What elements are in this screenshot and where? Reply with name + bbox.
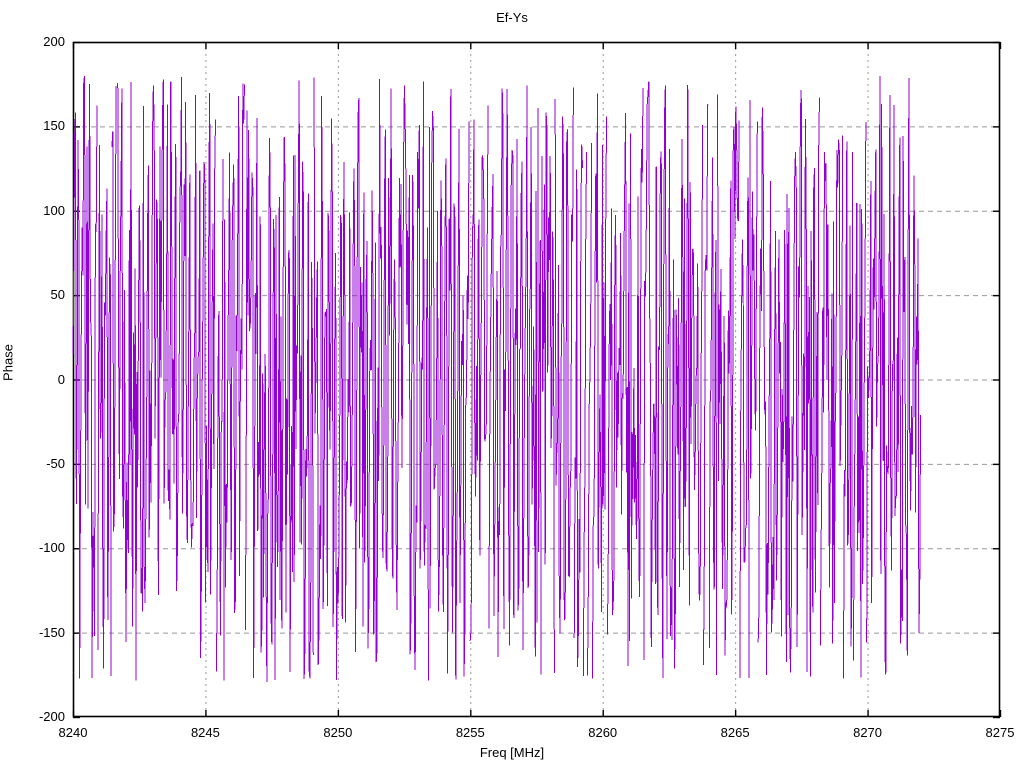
x-tick-label: 8250 xyxy=(323,725,353,740)
chart-title: Ef-Ys xyxy=(496,10,528,25)
data-series-ef-ys xyxy=(72,75,922,683)
x-tick-label: 8245 xyxy=(190,725,220,740)
y-tick-label: -50 xyxy=(46,455,65,471)
phase-trace xyxy=(72,75,922,683)
x-tick-label: 8260 xyxy=(588,725,618,740)
x-tick-label: 8275 xyxy=(985,725,1015,740)
plot-frame xyxy=(72,41,1001,718)
y-tick-label: -200 xyxy=(38,709,65,724)
y-tick-label: -100 xyxy=(38,540,65,556)
x-tick-label: 8255 xyxy=(455,725,485,740)
y-tick-label: 150 xyxy=(43,118,65,134)
x-tick-label: 8270 xyxy=(853,725,883,740)
y-tick-label: -150 xyxy=(38,624,65,640)
y-tick-label: 100 xyxy=(43,202,65,218)
y-tick-label: 0 xyxy=(57,371,65,387)
x-axis-label: Freq [MHz] xyxy=(479,745,545,760)
x-tick-label: 8240 xyxy=(58,725,88,740)
x-tick-label: 8265 xyxy=(720,725,750,740)
y-tick-label: 200 xyxy=(43,34,65,49)
y-tick-label: 50 xyxy=(50,287,65,303)
